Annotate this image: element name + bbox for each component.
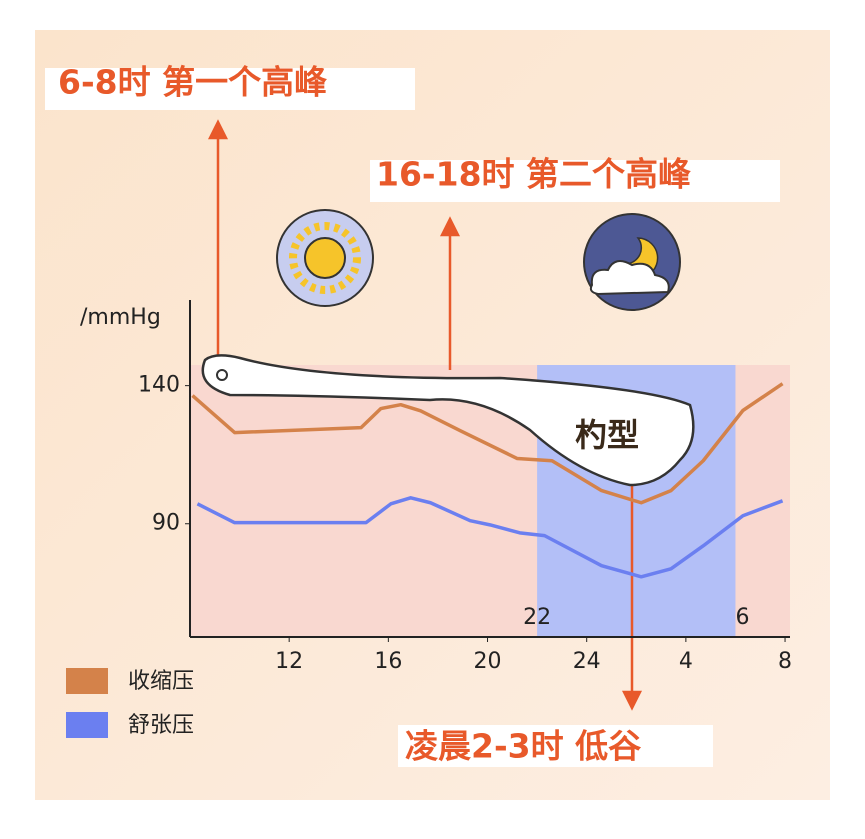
x-tick-label: 8 [778, 649, 792, 674]
x-tick-label: 12 [275, 649, 303, 674]
chart-title: 6-8时 第一个高峰 [58, 63, 327, 102]
series-line [196, 496, 784, 579]
band-label: 6 [735, 605, 749, 630]
label-bg [45, 68, 415, 110]
annotation: 凌晨2-3时 低谷 [405, 727, 641, 766]
moon-icon [583, 213, 681, 311]
annotation: 16-18时 第二个高峰 [376, 155, 691, 194]
y-tick-label: 90 [152, 511, 180, 536]
series-line [191, 382, 784, 505]
spoon-hole [216, 369, 228, 381]
y-axis-label: /mmHg [80, 305, 161, 330]
legend-swatch [66, 712, 108, 738]
band-label: 22 [523, 605, 551, 630]
x-tick-label: 20 [474, 649, 502, 674]
y-tick-label: 140 [138, 373, 180, 398]
legend-label: 收缩压 [128, 669, 194, 694]
legend-label: 舒张压 [128, 713, 194, 738]
sun-icon [276, 209, 374, 307]
label-bg [370, 160, 780, 202]
label-bg [398, 725, 713, 767]
x-tick-label: 16 [374, 649, 402, 674]
spoon-shape [201, 354, 695, 487]
arrows [207, 119, 643, 711]
x-tick-label: 24 [573, 649, 601, 674]
legend-swatch [66, 668, 108, 694]
annotation: 杓型 [575, 416, 639, 454]
x-tick-label: 4 [679, 649, 693, 674]
